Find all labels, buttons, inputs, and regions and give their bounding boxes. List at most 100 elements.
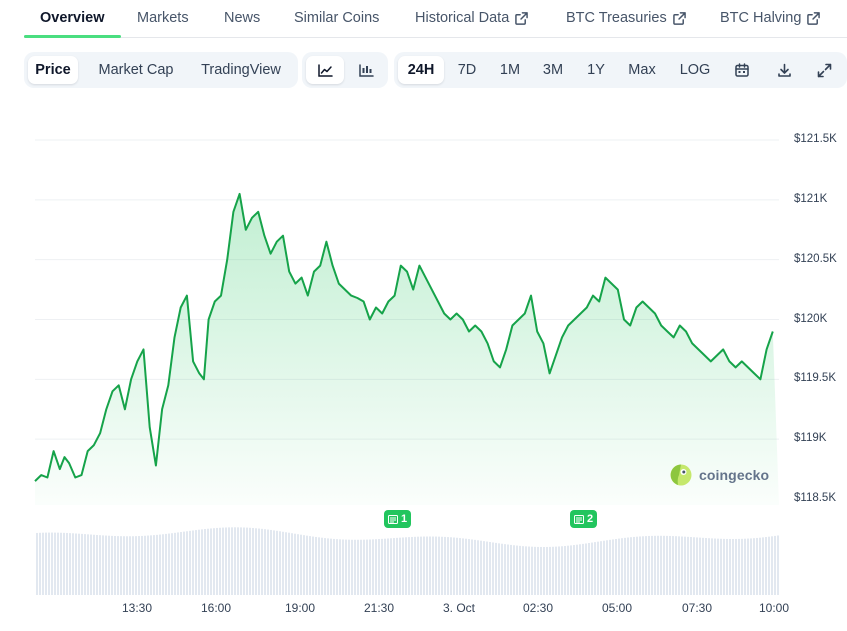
volume-bar [690,537,692,595]
volume-bar [702,537,704,595]
tab-btc-halving-label: BTC Halving [720,10,802,26]
volume-bar [465,538,467,595]
date-picker-button[interactable] [728,56,756,84]
tab-overview[interactable]: Overview [40,10,105,26]
tab-similar-coins[interactable]: Similar Coins [294,10,379,26]
volume-bar [69,533,71,595]
volume-bar [678,536,680,595]
range-1y-button[interactable]: 1Y [587,62,605,78]
volume-bar [321,537,323,595]
volume-bar [402,537,404,595]
tab-btc-treasuries-label: BTC Treasuries [566,10,667,26]
volume-bar [315,536,317,595]
volume-bar [258,528,260,595]
volume-bar [729,538,731,595]
download-button[interactable] [770,56,798,84]
volume-bar [252,528,254,595]
volume-bar [531,546,533,595]
range-7d-button[interactable]: 7D [457,62,477,78]
news-icon [388,514,398,524]
tab-historical-data[interactable]: Historical Data [415,10,529,26]
volume-bar [732,538,734,595]
volume-bar [648,535,650,595]
volume-bar [228,527,230,595]
volume-bar [165,533,167,595]
volume-bar [192,530,194,595]
volume-bar [135,536,137,595]
volume-bar [189,530,191,595]
volume-bar [297,534,299,595]
volume-bar [750,538,752,595]
volume-bar [138,536,140,595]
volume-bar [501,543,503,595]
volume-bar [714,538,716,595]
volume-bar [774,535,776,595]
volume-bar [66,532,68,595]
tab-markets[interactable]: Markets [137,10,189,26]
volume-bar [426,536,428,595]
volume-bar [747,538,749,595]
tab-btc-halving[interactable]: BTC Halving [720,10,821,26]
volume-bar [534,546,536,595]
news-marker-2[interactable]: 2 [570,510,598,528]
gecko-logo-icon [670,464,692,486]
volume-bar [240,527,242,595]
x-tick-label: 19:00 [284,601,316,615]
volume-bar [378,539,380,595]
volume-bar [498,543,500,595]
volume-bar [375,539,377,595]
volume-bar [144,535,146,595]
volume-bar [522,546,524,595]
line-chart-icon [317,63,333,77]
volume-bar [390,538,392,595]
volume-bar [60,532,62,595]
line-chart-button[interactable] [306,56,344,84]
volume-bar [681,536,683,595]
volume-bar [651,535,653,595]
volume-bar [75,533,77,595]
volume-bar [720,538,722,595]
top-nav-tabs: Overview Markets News Similar Coins Hist… [24,0,847,38]
volume-bar [291,533,293,595]
fullscreen-button[interactable] [810,56,838,84]
news-marker-1[interactable]: 1 [384,510,412,528]
volume-bar [576,544,578,595]
volume-bar [597,541,599,595]
log-scale-button[interactable]: LOG [679,62,711,78]
volume-bar [129,536,131,595]
metric-price-button[interactable]: Price [28,56,78,84]
volume-bar [90,534,92,595]
volume-bar [693,537,695,595]
volume-bar [756,537,758,595]
volume-bar [726,538,728,595]
range-24h-button[interactable]: 24H [398,56,444,84]
volume-bar [513,545,515,595]
external-link-icon [807,11,821,25]
metric-tradingview-button[interactable]: TradingView [201,62,281,78]
volume-bar [558,546,560,595]
volume-bar [171,533,173,595]
volume-bar [249,527,251,595]
range-max-button[interactable]: Max [628,62,656,78]
volume-bar [153,535,155,595]
volume-bar [408,537,410,595]
candlestick-chart-button[interactable] [348,56,384,84]
volume-bar [519,545,521,595]
metric-market-cap-button[interactable]: Market Cap [98,62,174,78]
x-tick-label: 05:00 [601,601,633,615]
volume-bar [579,544,581,595]
volume-bar [102,535,104,595]
volume-bar [588,543,590,595]
range-1m-button[interactable]: 1M [499,62,521,78]
volume-bar [492,542,494,595]
tab-news[interactable]: News [224,10,260,26]
volume-bar [705,538,707,595]
volume-bar [561,546,563,595]
volume-bar [216,527,218,595]
volume-bar [411,536,413,595]
range-3m-button[interactable]: 3M [542,62,564,78]
volume-bar [303,535,305,595]
tab-btc-treasuries[interactable]: BTC Treasuries [566,10,686,26]
volume-bar [126,536,128,595]
